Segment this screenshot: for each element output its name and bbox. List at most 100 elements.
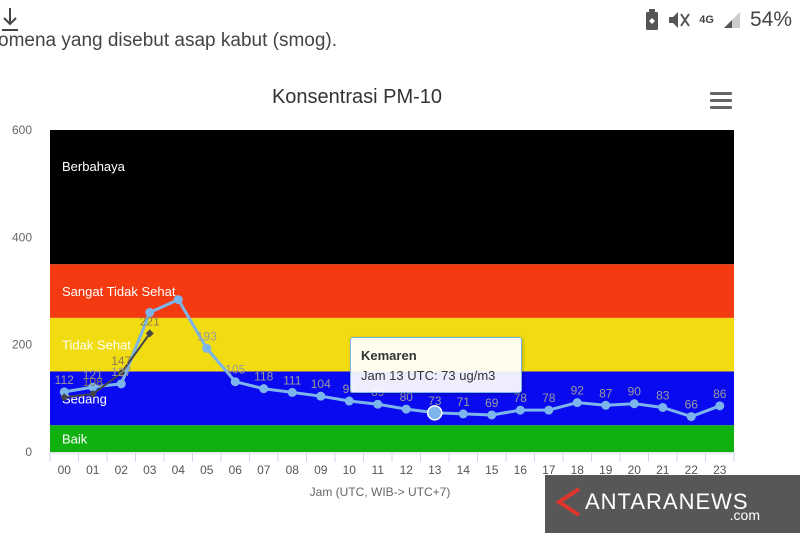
data-label: 121 [83, 368, 103, 382]
band-sangat-tidak-sehat [50, 264, 734, 318]
hamburger-line [710, 92, 732, 95]
band-berbahaya [50, 130, 734, 265]
x-tick-label: 07 [257, 463, 271, 477]
data-label: 147 [111, 354, 131, 368]
x-tick-label: 09 [314, 463, 328, 477]
x-tick-label: 10 [343, 463, 357, 477]
mute-icon [669, 12, 691, 28]
data-label: 78 [542, 391, 556, 405]
data-point [116, 379, 126, 389]
data-point [544, 405, 554, 415]
hamburger-line [710, 106, 732, 109]
chart-title: Konsentrasi PM-10 [271, 86, 443, 108]
watermark-brand: ANTARANEWS [585, 489, 749, 514]
x-tick-label: 04 [172, 463, 186, 477]
data-label: 92 [571, 384, 585, 398]
data-label: 78 [514, 391, 528, 405]
data-label: 112 [55, 373, 74, 387]
data-point [427, 405, 443, 421]
data-point [658, 402, 668, 412]
band-label: Sedang [62, 391, 107, 406]
series-line-secondary [64, 332, 151, 399]
y-tick-label: 200 [12, 338, 32, 352]
data-label: 105 [225, 363, 245, 377]
data-point [601, 400, 611, 410]
data-point-marker [117, 369, 126, 378]
data-label: 221 [140, 314, 160, 328]
data-point [202, 343, 212, 353]
data-point [88, 382, 98, 392]
battery-saver-icon [646, 9, 659, 30]
data-label: 127 [111, 365, 131, 379]
data-label: 80 [400, 390, 414, 404]
tooltip-text: Jam 13 UTC: 73 ug/m3 [361, 368, 496, 383]
data-label: 69 [485, 396, 499, 410]
data-label: 108 [83, 375, 103, 389]
x-tick-label: 14 [457, 463, 471, 477]
data-point [145, 307, 155, 317]
band-baik [50, 425, 734, 452]
data-point-marker [145, 329, 154, 338]
data-label: 118 [254, 370, 273, 384]
data-label: 71 [457, 395, 471, 409]
data-point [316, 391, 326, 401]
tooltip-title: Kemaren [361, 348, 417, 363]
x-tick-label: 01 [86, 463, 100, 477]
data-label: 73 [428, 394, 442, 408]
signal-icon [723, 12, 740, 28]
data-point [173, 295, 183, 305]
x-tick-label: 16 [514, 463, 528, 477]
x-axis-label: Jam (UTC, WIB-> UTC+7) [310, 485, 451, 499]
data-label: 90 [628, 385, 642, 399]
x-tick-label: 21 [656, 463, 670, 477]
data-point-marker [88, 390, 97, 399]
x-tick-label: 12 [400, 463, 414, 477]
data-point [458, 409, 468, 419]
data-label: 111 [283, 373, 302, 387]
y-tick-label: 600 [12, 123, 32, 137]
y-tick-label: 400 [12, 230, 32, 244]
chart-tooltip: Kemaren Jam 13 UTC: 73 ug/m3 [350, 337, 522, 393]
x-tick-label: 15 [485, 463, 499, 477]
x-tick-label: 02 [115, 463, 129, 477]
x-tick-label: 05 [200, 463, 214, 477]
data-point [515, 405, 525, 415]
x-tick-label: 22 [685, 463, 699, 477]
x-tick-label: 08 [286, 463, 300, 477]
data-point [259, 384, 269, 394]
status-bar: 4G 54% [0, 0, 800, 40]
data-label: 193 [197, 329, 217, 343]
chart-menu-button[interactable] [710, 92, 732, 110]
data-point-marker [60, 393, 69, 402]
data-label: 66 [685, 398, 699, 412]
band-label: Sangat Tidak Sehat [62, 284, 176, 299]
x-tick-label: 19 [599, 463, 613, 477]
x-tick-label: 06 [229, 463, 243, 477]
data-point [715, 401, 725, 411]
x-tick-label: 03 [143, 463, 157, 477]
data-point [230, 377, 240, 387]
data-point [572, 398, 582, 408]
data-label: 87 [599, 386, 613, 400]
watermark-suffix: .com [729, 507, 760, 523]
hamburger-line [710, 99, 732, 102]
data-label: 86 [713, 387, 727, 401]
series-line-kemaren [64, 298, 721, 419]
network-type-indicator: 4G [699, 14, 714, 26]
data-label: 104 [311, 377, 331, 391]
x-tick-label: 13 [428, 463, 442, 477]
x-tick-label: 00 [58, 463, 72, 477]
x-tick-label: 17 [542, 463, 556, 477]
y-tick-label: 0 [25, 445, 32, 459]
data-point [629, 399, 639, 409]
data-point [373, 399, 383, 409]
battery-percent: 54% [749, 8, 792, 31]
data-point [59, 387, 69, 397]
article-text-snippet: omena yang disebut asap kabut (smog). [0, 30, 338, 51]
x-tick-label: 18 [571, 463, 585, 477]
data-point [344, 396, 354, 406]
band-label: Tidak Sehat [62, 338, 131, 353]
x-tick-label: 11 [372, 463, 385, 477]
band-label: Berbahaya [62, 159, 126, 174]
